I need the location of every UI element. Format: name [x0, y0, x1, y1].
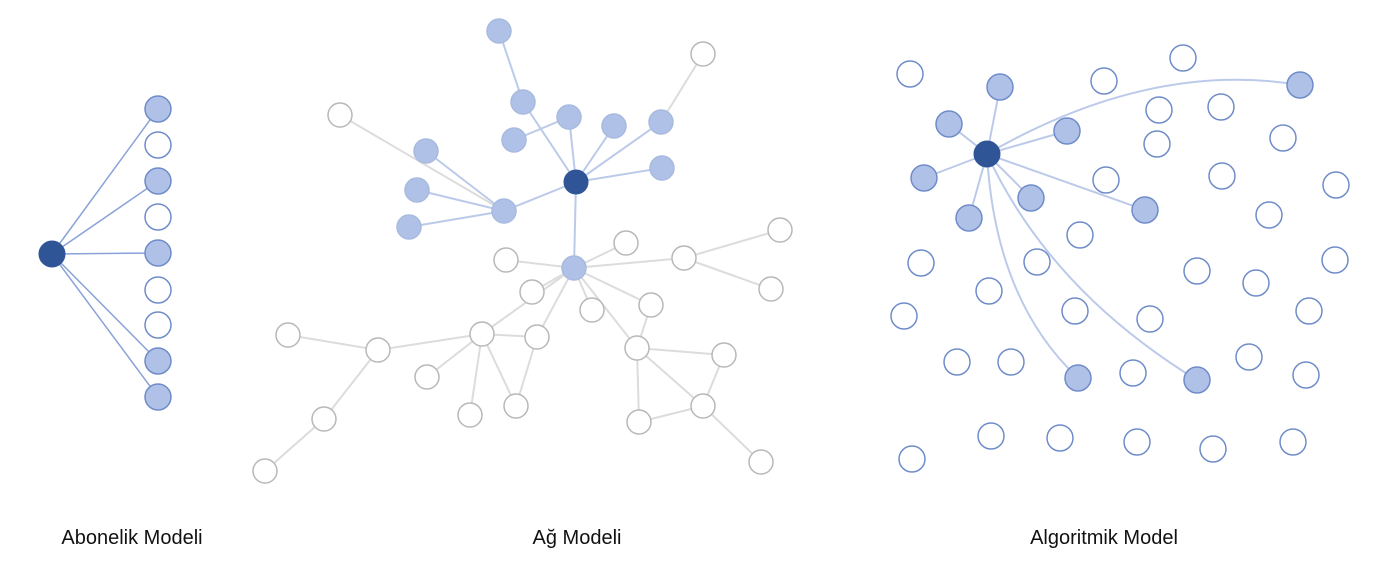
caption: Algoritmik Model	[1030, 527, 1178, 549]
subscription-diagram	[38, 95, 172, 411]
algorithmic-diagram	[890, 44, 1350, 473]
network-diagram	[252, 18, 793, 484]
caption: Ağ Modeli	[533, 527, 622, 549]
caption: Abonelik Modeli	[61, 527, 202, 549]
